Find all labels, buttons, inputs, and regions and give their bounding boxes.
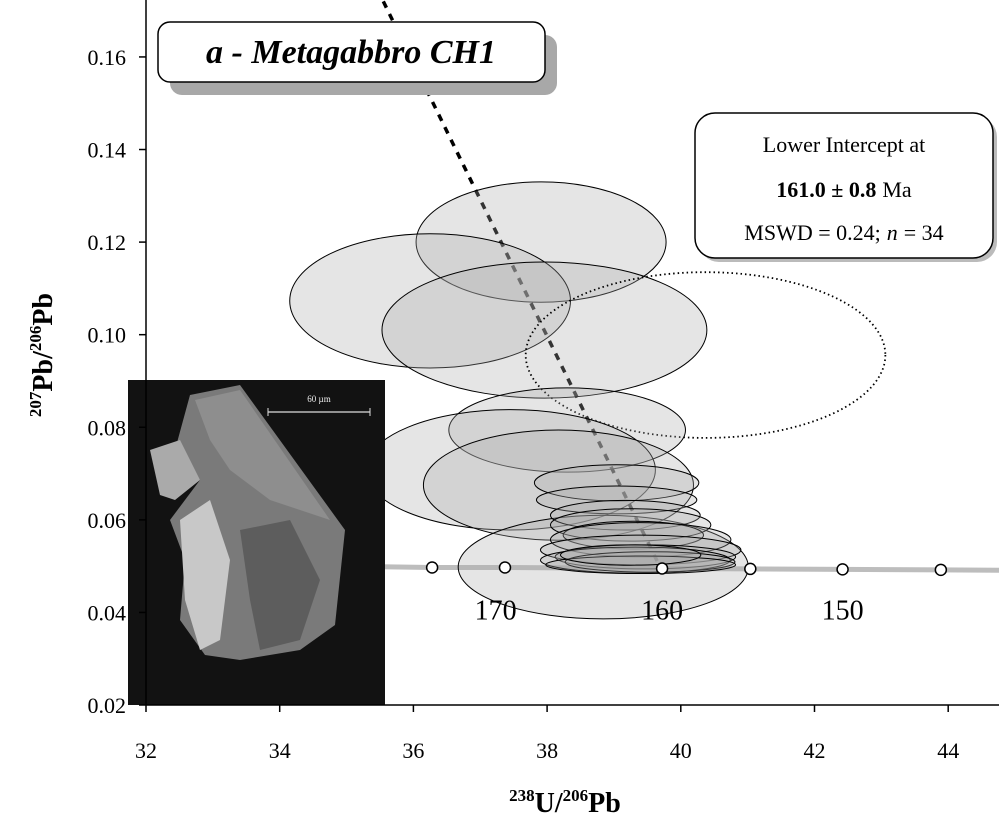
y-axis-label: 207Pb/206Pb [26, 293, 59, 417]
n-symbol: n [887, 220, 898, 245]
age-marker [427, 562, 438, 573]
n-value: = 34 [904, 220, 944, 245]
label-base: U/ [535, 788, 564, 819]
age-marker [935, 564, 946, 575]
x-tick-label: 44 [937, 738, 959, 763]
intercept-age: 161.0 ± 0.8 [776, 177, 876, 202]
y-tick-label: 0.02 [88, 693, 127, 718]
age-label: 150 [822, 596, 864, 627]
title-box: a - Metagabbro CH1 [158, 22, 557, 95]
x-axis-label: 238U/206Pb [509, 786, 621, 819]
age-marker [499, 562, 510, 573]
scale-bar-label: 60 µm [307, 394, 330, 404]
chart: 180170160150 60 µm 323436384042440.020.0… [0, 0, 999, 825]
age-label: 160 [641, 596, 683, 627]
annotation-line: Lower Intercept at [763, 132, 925, 157]
y-tick-label: 0.12 [88, 230, 127, 255]
x-tick-label: 32 [135, 738, 157, 763]
label-base: Pb/ [28, 350, 59, 392]
y-tick-label: 0.08 [88, 415, 127, 440]
annotation-line: MSWD = 0.24; n= 34 [744, 220, 943, 245]
age-marker [745, 563, 756, 574]
x-tick-label: 34 [269, 738, 291, 763]
age-marker [657, 563, 668, 574]
y-tick-label: 0.14 [88, 138, 127, 163]
x-tick-label: 40 [670, 738, 692, 763]
label-sup: 207 [26, 391, 45, 417]
label-base: Pb [588, 788, 621, 819]
inset-image: 60 µm [128, 380, 385, 705]
y-tick-label: 0.06 [88, 508, 127, 533]
x-tick-label: 36 [402, 738, 424, 763]
label-sup: 238 [509, 786, 535, 805]
label-sup: 206 [26, 326, 45, 352]
error-ellipse [382, 262, 707, 398]
age-marker [837, 564, 848, 575]
y-tick-label: 0.16 [88, 45, 127, 70]
y-tick-label: 0.10 [88, 323, 127, 348]
y-tick-label: 0.04 [88, 600, 127, 625]
x-tick-label: 42 [803, 738, 825, 763]
mswd: MSWD = 0.24; [744, 220, 880, 245]
label-sup: 206 [563, 786, 589, 805]
label-base: Pb [28, 293, 59, 326]
chart-title: a - Metagabbro CH1 [206, 34, 496, 71]
age-label: 170 [475, 596, 517, 627]
x-tick-label: 38 [536, 738, 558, 763]
error-ellipse [560, 545, 700, 565]
plot-area: 180170160150 [290, 1, 999, 626]
age-unit: Ma [882, 177, 912, 202]
